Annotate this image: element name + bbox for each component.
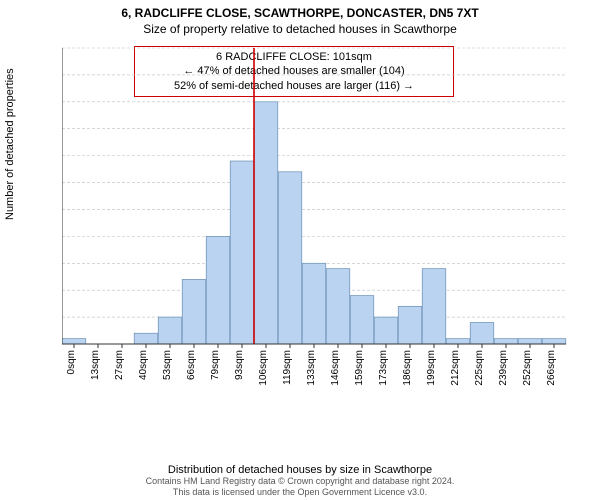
svg-text:53sqm: 53sqm xyxy=(162,350,173,380)
svg-text:106sqm: 106sqm xyxy=(258,350,269,386)
x-axis-label: Distribution of detached houses by size … xyxy=(0,464,600,476)
svg-text:133sqm: 133sqm xyxy=(306,350,317,386)
chart-plot-area: 05101520253035404550550sqm13sqm27sqm40sq… xyxy=(62,44,572,404)
svg-text:266sqm: 266sqm xyxy=(546,350,557,386)
svg-text:239sqm: 239sqm xyxy=(498,350,509,386)
svg-text:225sqm: 225sqm xyxy=(474,350,485,386)
svg-text:212sqm: 212sqm xyxy=(450,350,461,386)
svg-text:252sqm: 252sqm xyxy=(522,350,533,386)
svg-text:79sqm: 79sqm xyxy=(210,350,221,380)
svg-text:27sqm: 27sqm xyxy=(114,350,125,380)
svg-text:146sqm: 146sqm xyxy=(330,350,341,386)
svg-text:0sqm: 0sqm xyxy=(66,350,77,374)
svg-text:13sqm: 13sqm xyxy=(90,350,101,380)
chart-svg: 05101520253035404550550sqm13sqm27sqm40sq… xyxy=(62,44,572,404)
svg-text:93sqm: 93sqm xyxy=(234,350,245,380)
svg-text:159sqm: 159sqm xyxy=(354,350,365,386)
svg-text:173sqm: 173sqm xyxy=(378,350,389,386)
footer-text: Contains HM Land Registry data © Crown c… xyxy=(0,476,600,498)
svg-text:186sqm: 186sqm xyxy=(402,350,413,386)
y-axis-label: Number of detached properties xyxy=(4,68,16,220)
svg-text:199sqm: 199sqm xyxy=(426,350,437,386)
svg-text:40sqm: 40sqm xyxy=(138,350,149,380)
footer-line2: This data is licensed under the Open Gov… xyxy=(0,487,600,498)
chart-title-sub: Size of property relative to detached ho… xyxy=(0,20,600,36)
svg-text:66sqm: 66sqm xyxy=(186,350,197,380)
chart-title-main: 6, RADCLIFFE CLOSE, SCAWTHORPE, DONCASTE… xyxy=(0,0,600,20)
svg-text:119sqm: 119sqm xyxy=(282,350,293,385)
footer-line1: Contains HM Land Registry data © Crown c… xyxy=(0,476,600,487)
